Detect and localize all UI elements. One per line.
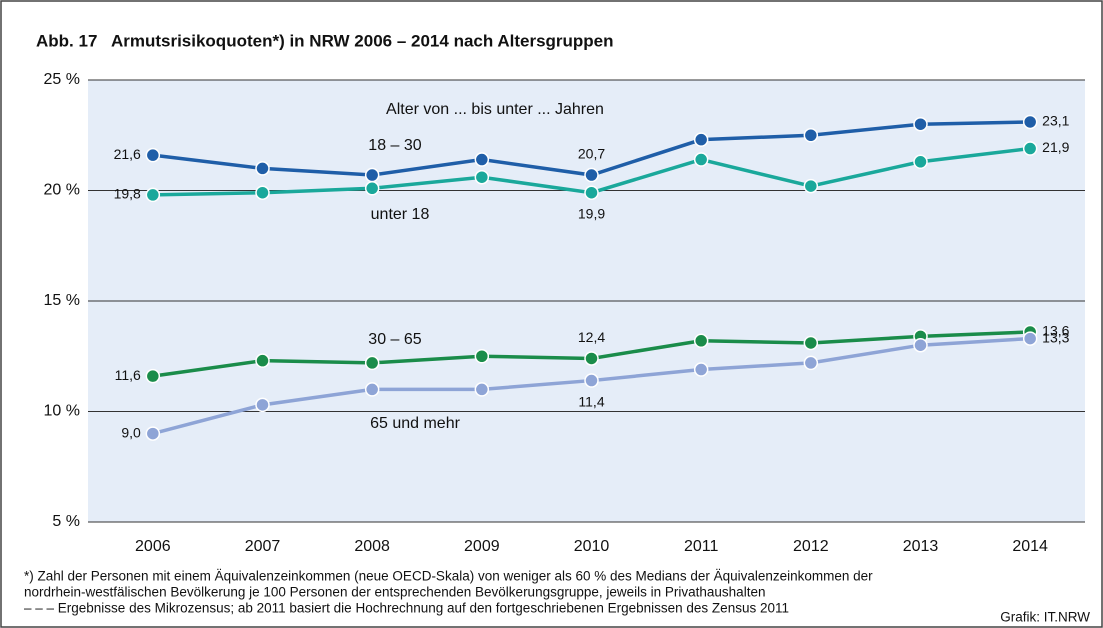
series-label: 30 – 65 bbox=[368, 331, 421, 348]
marker bbox=[803, 128, 819, 143]
data-label: 11,6 bbox=[115, 367, 141, 383]
marker bbox=[693, 132, 709, 147]
marker bbox=[364, 181, 380, 196]
x-tick-label: 2007 bbox=[245, 538, 281, 555]
series-label: unter 18 bbox=[371, 206, 430, 223]
x-tick-label: 2008 bbox=[354, 538, 390, 555]
x-tick-label: 2014 bbox=[1012, 538, 1048, 555]
marker bbox=[145, 426, 161, 441]
data-label: 21,6 bbox=[114, 146, 141, 162]
marker bbox=[364, 167, 380, 183]
marker bbox=[913, 154, 928, 170]
data-label: 20,7 bbox=[578, 146, 605, 162]
y-tick-label: 10 % bbox=[44, 403, 80, 420]
data-label: 19,9 bbox=[578, 205, 605, 221]
x-tick-label: 2011 bbox=[684, 538, 719, 555]
series-label: 18 – 30 bbox=[368, 137, 421, 154]
data-label: 13,6 bbox=[1042, 323, 1069, 339]
footnote: – – – Ergebnisse des Mikrozensus; ab 201… bbox=[24, 601, 789, 616]
x-tick-label: 2006 bbox=[135, 538, 171, 555]
y-tick-label: 25 % bbox=[44, 71, 80, 88]
marker bbox=[474, 152, 490, 167]
marker bbox=[693, 333, 709, 349]
marker bbox=[803, 355, 819, 371]
y-tick-label: 20 % bbox=[44, 182, 80, 199]
data-label: 11,4 bbox=[578, 393, 604, 409]
marker bbox=[145, 368, 161, 384]
marker bbox=[364, 355, 380, 371]
marker bbox=[803, 178, 819, 194]
data-label: 19,8 bbox=[114, 186, 141, 202]
marker bbox=[913, 337, 928, 353]
marker bbox=[255, 161, 270, 176]
marker bbox=[364, 382, 380, 397]
x-tick-label: 2013 bbox=[903, 538, 939, 555]
y-tick-label: 15 % bbox=[44, 292, 80, 309]
marker bbox=[1022, 331, 1038, 346]
marker bbox=[1022, 114, 1038, 130]
data-label: 21,9 bbox=[1042, 139, 1069, 155]
marker bbox=[474, 382, 490, 397]
series-label: 65 und mehr bbox=[370, 415, 461, 432]
y-tick-label: 5 % bbox=[52, 513, 80, 530]
marker bbox=[474, 349, 490, 364]
annotation: Alter von ... bis unter ... Jahren bbox=[386, 101, 604, 118]
marker bbox=[474, 169, 490, 185]
source: Grafik: IT.NRW bbox=[1000, 610, 1090, 625]
data-label: 23,1 bbox=[1042, 113, 1069, 129]
marker bbox=[693, 152, 709, 167]
x-tick-label: 2010 bbox=[574, 538, 610, 555]
data-label: 12,4 bbox=[578, 329, 605, 345]
marker bbox=[913, 116, 928, 132]
marker bbox=[255, 397, 270, 413]
footnote: *) Zahl der Personen mit einem Äquivalen… bbox=[24, 569, 873, 584]
marker bbox=[803, 335, 819, 351]
data-label: 13,3 bbox=[1042, 329, 1069, 345]
marker bbox=[145, 187, 161, 203]
marker bbox=[255, 353, 270, 368]
x-tick-label: 2009 bbox=[464, 538, 500, 555]
x-tick-label: 2012 bbox=[793, 538, 829, 555]
marker bbox=[1022, 141, 1038, 156]
footnote: nordrhein-westfälischen Bevölkerung je 1… bbox=[24, 585, 765, 600]
chart-title: Abb. 17 Armutsrisikoquoten*) in NRW 2006… bbox=[36, 31, 614, 50]
marker bbox=[584, 167, 599, 183]
data-label: 9,0 bbox=[121, 424, 141, 440]
marker bbox=[145, 147, 161, 163]
marker bbox=[584, 351, 599, 366]
marker bbox=[693, 362, 709, 377]
marker bbox=[255, 185, 270, 200]
marker bbox=[584, 185, 599, 200]
marker bbox=[584, 373, 599, 388]
